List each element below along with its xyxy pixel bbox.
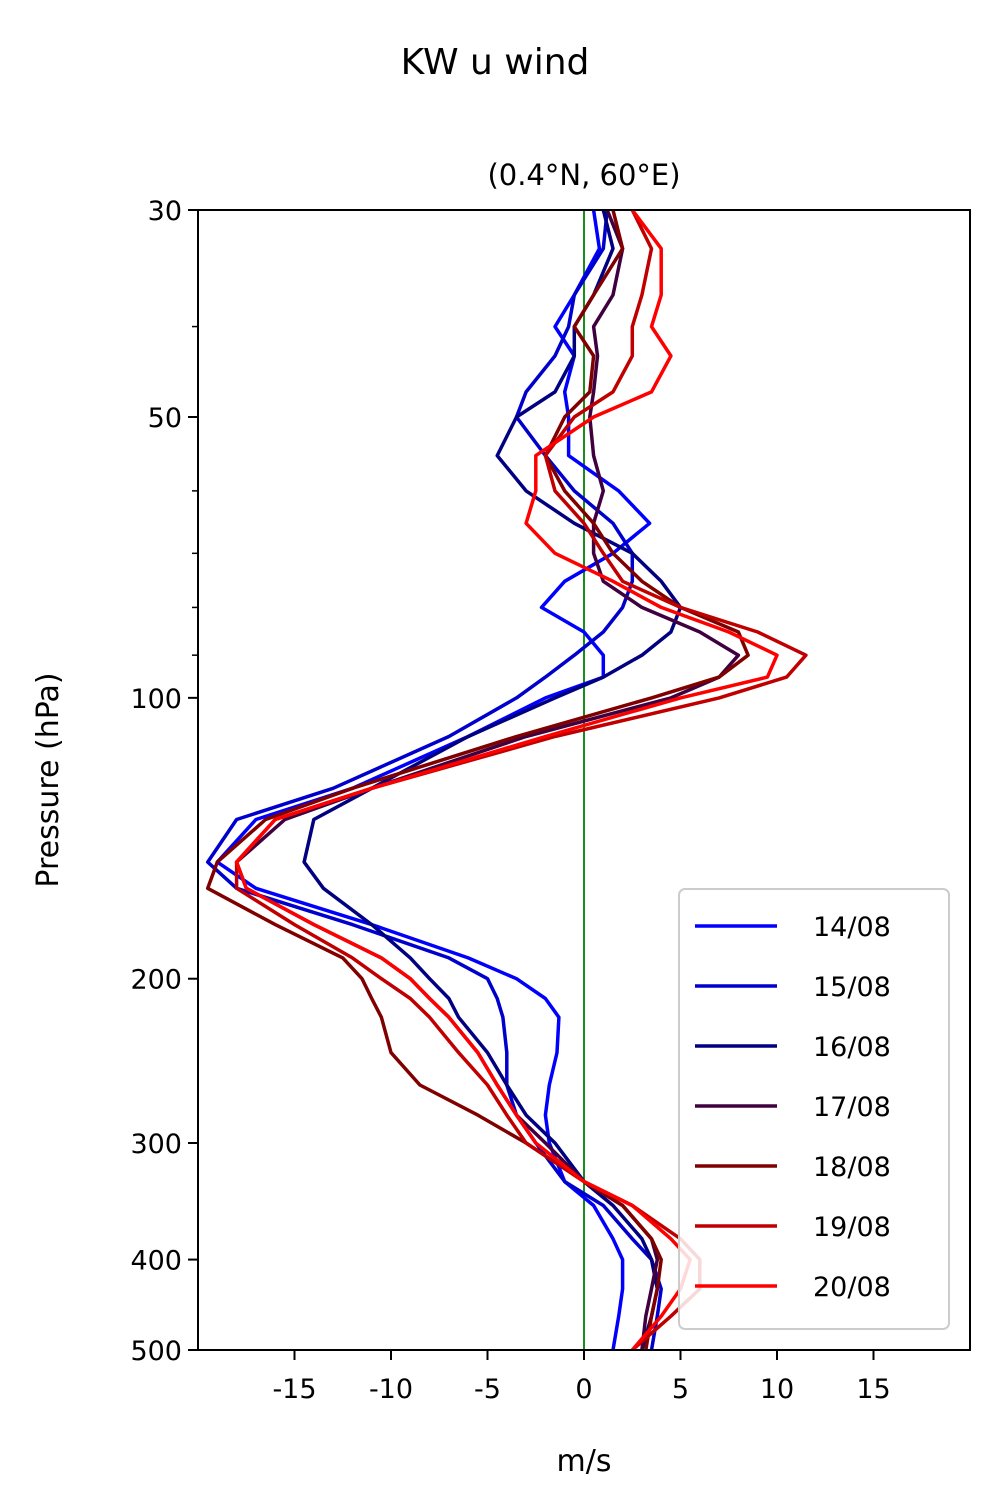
x-tick-label: -5 bbox=[474, 1374, 501, 1405]
legend-box bbox=[678, 888, 950, 1330]
legend-label: 18/08 bbox=[813, 1152, 891, 1183]
legend-label: 14/08 bbox=[813, 912, 891, 943]
y-tick-label: 200 bbox=[130, 965, 182, 996]
series-line-20-08 bbox=[234, 210, 779, 1350]
series-line-18-08 bbox=[205, 210, 750, 1350]
legend-label: 16/08 bbox=[813, 1032, 891, 1063]
y-axis: 30 50 100 200 300 400 500 bbox=[130, 196, 198, 1367]
series-line-15-08 bbox=[205, 210, 663, 1350]
legend-label: 19/08 bbox=[813, 1212, 891, 1243]
series-line-17-08 bbox=[234, 210, 741, 1350]
x-tick-label: 10 bbox=[760, 1374, 794, 1405]
series-lines-layer bbox=[205, 210, 808, 1350]
x-tick-label: -15 bbox=[272, 1374, 316, 1405]
legend-label: 17/08 bbox=[813, 1092, 891, 1123]
y-tick-label: 100 bbox=[130, 684, 182, 715]
y-axis-label: Pressure (hPa) bbox=[31, 672, 66, 887]
y-tick-label: 50 bbox=[148, 403, 182, 434]
x-tick-label: 15 bbox=[856, 1374, 890, 1405]
x-tick-label: -10 bbox=[369, 1374, 413, 1405]
series-line-16-08 bbox=[302, 210, 683, 1350]
legend-label: 15/08 bbox=[813, 972, 891, 1003]
y-tick-label: 300 bbox=[130, 1129, 182, 1160]
x-axis-label: m/s bbox=[557, 1444, 612, 1479]
legend: 14/08 15/08 16/08 17/08 18/08 19/08 20/08 bbox=[678, 888, 950, 1330]
chart-title: (0.4°N, 60°E) bbox=[487, 158, 680, 192]
chart-suptitle: KW u wind bbox=[401, 42, 590, 83]
y-tick-label: 400 bbox=[130, 1246, 182, 1277]
x-tick-label: 0 bbox=[575, 1374, 592, 1405]
x-tick-label: 5 bbox=[672, 1374, 689, 1405]
x-axis: -15 -10 -5 0 5 10 15 bbox=[272, 1350, 891, 1405]
y-tick-label: 500 bbox=[130, 1336, 182, 1367]
legend-label: 20/08 bbox=[813, 1272, 891, 1303]
y-tick-label: 30 bbox=[148, 196, 182, 227]
